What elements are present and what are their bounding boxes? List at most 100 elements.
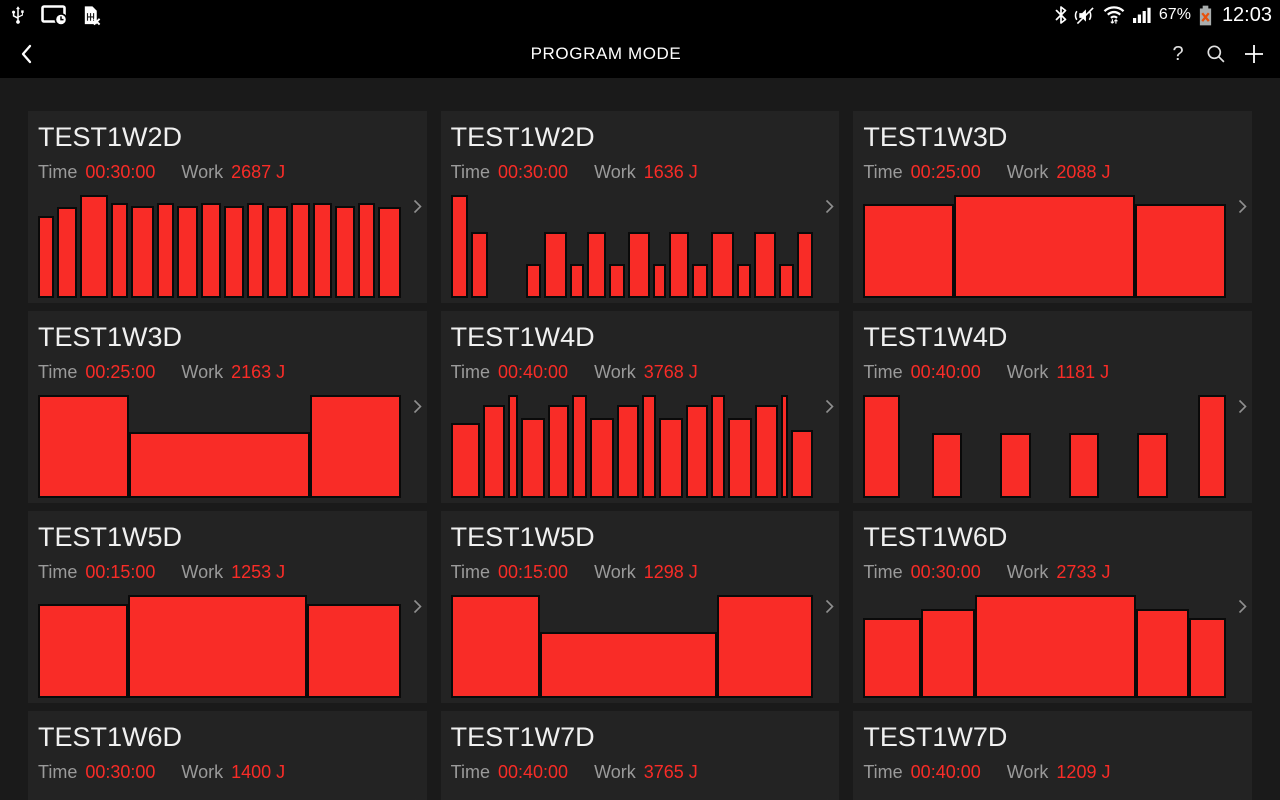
chart-bar	[1137, 433, 1169, 498]
program-title: TEST1W5D	[450, 522, 595, 552]
chart-bar	[1189, 617, 1226, 698]
program-card[interactable]: TEST1W4D Time 00:40:00 Work 3768 J	[440, 311, 840, 503]
work-value: 3768 J	[643, 362, 698, 382]
chart-bar	[753, 232, 776, 298]
chevron-right-icon	[413, 199, 422, 214]
chart-bar	[131, 206, 154, 298]
time-value: 00:25:00	[85, 362, 156, 382]
time-label: Time	[38, 362, 78, 382]
chart-bar	[1135, 609, 1190, 698]
chart-bar	[755, 405, 778, 498]
time-label: Time	[450, 362, 490, 382]
chart-bar	[156, 203, 175, 298]
chart-bar	[617, 405, 639, 498]
chart-bar	[470, 232, 489, 298]
time-label: Time	[863, 762, 903, 782]
program-grid[interactable]: TEST1W2D Time 00:30:00 Work 2687 J TEST1…	[28, 111, 1252, 800]
program-meta: Time 00:40:00 Work 3765 J	[451, 759, 830, 785]
chart-bar	[797, 232, 814, 298]
program-card[interactable]: TEST1W7D Time 00:40:00 Work 3765 J	[440, 711, 840, 800]
program-meta: Time 00:30:00 Work 1400 J	[38, 759, 417, 785]
program-chart	[38, 395, 401, 498]
chevron-right-icon	[413, 399, 422, 414]
work-label: Work	[1006, 362, 1049, 382]
program-card[interactable]: TEST1W7D Time 00:40:00 Work 1209 J	[853, 711, 1252, 800]
program-chart	[450, 395, 814, 498]
work-value: 1400 J	[231, 762, 286, 782]
time-label: Time	[863, 162, 903, 182]
chart-bar	[177, 206, 199, 298]
chart-bar	[589, 417, 614, 498]
program-chart	[450, 595, 814, 698]
program-title: TEST1W4D	[863, 322, 1008, 352]
chart-bar	[520, 417, 545, 498]
time-label: Time	[863, 362, 903, 382]
chart-bar	[627, 232, 650, 298]
status-right-icons: 67% 12:03	[1055, 4, 1272, 27]
program-meta: Time 00:15:00 Work 1298 J	[451, 559, 830, 585]
program-meta: Time 00:40:00 Work 1181 J	[863, 359, 1242, 385]
time-label: Time	[38, 162, 78, 182]
search-button[interactable]	[1204, 39, 1228, 69]
chart-bar	[1000, 433, 1031, 498]
time-value: 00:30:00	[85, 762, 156, 782]
chart-bar	[378, 207, 401, 298]
work-label: Work	[594, 762, 636, 782]
time-label: Time	[38, 762, 78, 782]
wifi-icon	[1103, 6, 1125, 24]
time-value: 00:40:00	[498, 362, 569, 382]
program-chart	[863, 795, 1226, 800]
program-card[interactable]: TEST1W2D Time 00:30:00 Work 1636 J	[440, 111, 840, 303]
program-card[interactable]: TEST1W3D Time 00:25:00 Work 2088 J	[853, 111, 1252, 303]
chevron-right-icon	[826, 599, 834, 614]
program-card[interactable]: TEST1W6D Time 00:30:00 Work 1400 J	[28, 711, 427, 800]
back-button[interactable]	[0, 30, 52, 78]
chart-bar	[267, 206, 289, 298]
work-value: 2088 J	[1056, 162, 1111, 182]
work-label: Work	[1006, 762, 1049, 782]
program-chart	[863, 595, 1226, 698]
program-title: TEST1W6D	[38, 722, 183, 752]
chart-bar	[863, 395, 901, 498]
chart-bar	[547, 405, 570, 498]
program-card[interactable]: TEST1W5D Time 00:15:00 Work 1253 J	[28, 511, 427, 703]
time-label: Time	[450, 162, 490, 182]
time-value: 00:40:00	[498, 762, 569, 782]
chart-bar	[652, 264, 666, 298]
program-card[interactable]: TEST1W2D Time 00:30:00 Work 2687 J	[28, 111, 427, 303]
chart-bar	[692, 264, 709, 298]
help-button[interactable]: ?	[1166, 39, 1190, 69]
chart-bar	[1198, 395, 1226, 498]
program-card[interactable]: TEST1W4D Time 00:40:00 Work 1181 J	[853, 311, 1252, 503]
program-title: TEST1W3D	[863, 122, 1008, 152]
chevron-right-icon	[826, 399, 834, 414]
chart-bar	[128, 432, 310, 498]
program-chart	[451, 795, 814, 800]
time-value: 00:40:00	[910, 362, 981, 382]
chart-bar	[334, 206, 355, 298]
chart-bar	[483, 405, 506, 498]
program-card[interactable]: TEST1W6D Time 00:30:00 Work 2733 J	[853, 511, 1252, 703]
time-label: Time	[863, 562, 903, 582]
chart-bar	[307, 604, 401, 698]
chart-bar	[1135, 204, 1226, 298]
add-button[interactable]	[1242, 39, 1266, 69]
chart-bar	[920, 609, 975, 698]
program-card[interactable]: TEST1W5D Time 00:15:00 Work 1298 J	[440, 511, 840, 703]
chart-bar	[127, 595, 308, 698]
work-label: Work	[594, 162, 636, 182]
work-label: Work	[1006, 162, 1049, 182]
program-card[interactable]: TEST1W3D Time 00:25:00 Work 2163 J	[28, 311, 427, 503]
program-meta: Time 00:40:00 Work 1209 J	[863, 759, 1242, 785]
work-value: 1253 J	[231, 562, 286, 582]
bluetooth-icon	[1055, 6, 1067, 24]
work-label: Work	[594, 362, 636, 382]
chart-bar	[791, 430, 814, 498]
chart-bar	[543, 232, 567, 298]
chart-bar	[974, 595, 1136, 698]
program-meta: Time 00:40:00 Work 3768 J	[451, 359, 830, 385]
chart-bar	[641, 395, 656, 498]
page-title: PROGRAM MODE	[530, 44, 682, 63]
program-meta: Time 00:25:00 Work 2088 J	[863, 159, 1242, 185]
chart-bar	[508, 395, 518, 498]
